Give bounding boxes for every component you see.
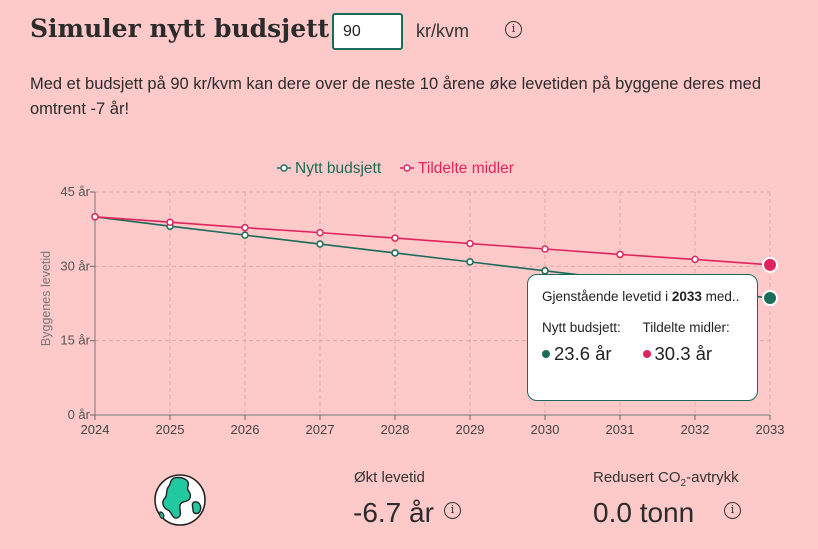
y-tick-label: 0 år [68,407,91,422]
x-tick-label: 2030 [531,422,560,437]
budget-unit: kr/kvm [416,21,469,41]
data-point [241,223,249,232]
info-icon[interactable]: i [724,502,741,519]
chart-tooltip: Gjenstående levetid i 2033 med.. Nytt bu… [527,274,758,401]
x-tick-label: 2027 [306,422,335,437]
data-point [466,239,474,248]
legend-marker-dot [403,164,411,172]
co2-label: Redusert CO2-avtrykk [593,469,739,489]
active-point [762,290,778,307]
co2-value: 0.0 tonn [593,497,695,528]
y-axis-label: Byggenes levetid [39,251,53,346]
tooltip-title: Gjenstående levetid i 2033 med.. [542,289,740,304]
data-point [391,234,399,242]
tooltip-allocated: Tildelte midler: 30.3 år [642,320,730,364]
y-tick-label: 15 år [60,333,90,348]
active-point [762,256,778,273]
data-point [391,249,399,257]
x-tick-label: 2029 [456,422,485,437]
x-tick-label: 2033 [756,422,785,437]
tooltip-new-budget: Nytt budsjett: 23.6 år [542,320,621,364]
x-tick-label: 2026 [231,422,260,437]
data-point [241,231,249,239]
series-dot-icon [542,350,550,358]
budget-input[interactable] [332,13,403,50]
lifetime-value: -6.7 år [353,497,434,528]
data-point [466,258,474,266]
info-icon[interactable]: i [505,21,522,38]
data-point [166,218,174,226]
x-tick-label: 2028 [381,422,410,437]
x-tick-label: 2032 [681,422,710,437]
series-line-1 [94,215,771,266]
data-point [691,255,699,264]
x-tick-label: 2031 [606,422,635,437]
data-point [541,267,549,275]
data-point [316,240,324,248]
data-point [91,213,99,221]
series-dot-icon [642,350,651,358]
y-tick-label: 45 år [60,184,90,199]
globe-icon [154,474,206,526]
y-tick-label: 30 år [60,258,90,273]
budget-description: Med et budsjett på 90 kr/kvm kan dere ov… [30,75,762,118]
page-title: Simuler nytt budsjett [30,14,330,43]
info-icon[interactable]: i [444,502,461,519]
x-tick-label: 2024 [81,422,110,437]
data-point [541,245,549,253]
lifetime-label: Økt levetid [354,469,425,486]
legend-label: Tildelte midler [418,160,514,177]
legend-marker-dot [280,164,288,172]
legend-label: Nytt budsjett [295,160,382,177]
data-point [316,228,324,237]
data-point [616,250,624,259]
x-tick-label: 2025 [156,422,185,437]
